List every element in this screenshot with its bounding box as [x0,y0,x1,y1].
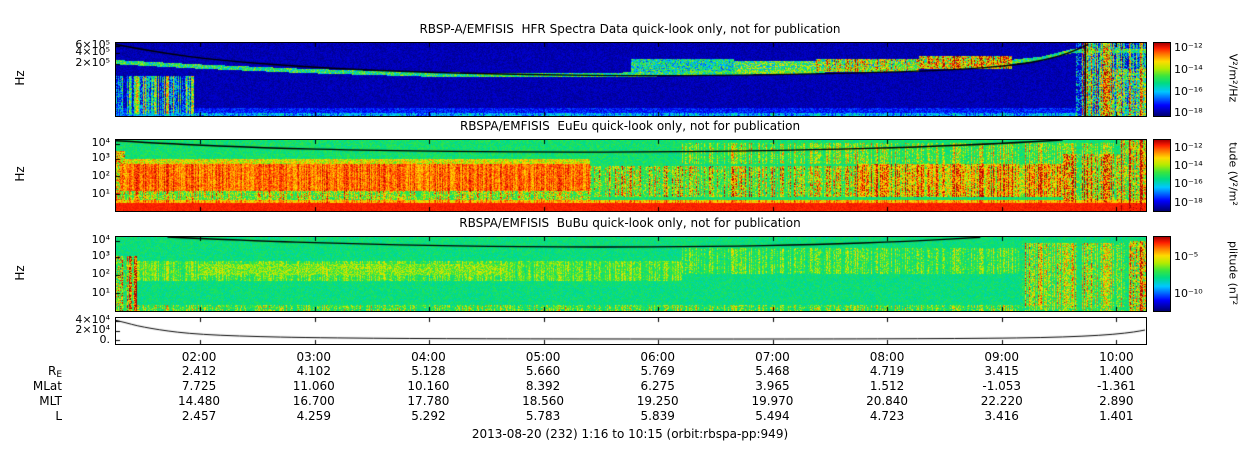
time-tick-label: 05:00 [525,350,561,364]
hfr-panel-title: RBSP-A/EMFISIS HFR Spectra Data quick-lo… [419,22,841,36]
aux-line-canvas [115,317,1147,345]
figure-caption: 2013-08-20 (232) 1:16 to 10:15 (orbit:rb… [471,427,789,441]
hfr-spectrogram-canvas [115,42,1147,117]
eueu-panel-title: RBSPA/EMFISIS EuEu quick-look only, not … [459,119,801,133]
ephemeris-value: 5.128 [411,364,446,378]
ephemeris-value: 18.560 [522,394,565,408]
colorbar-tick-label: 10⁻¹⁶ [1174,84,1203,98]
time-tick-label: 09:00 [984,350,1020,364]
colorbar-tick-label: 10⁻¹⁴ [1174,158,1203,172]
bubu-colorbar [1153,236,1171,312]
y-tick-label: 10¹ [91,285,110,299]
ephemeris-value: 22.220 [980,394,1023,408]
ephemeris-value: 5.468 [755,364,790,378]
ephemeris-value: 19.970 [751,394,794,408]
ephemeris-value: 4.719 [869,364,905,378]
ephemeris-value: 16.700 [292,394,335,408]
ephemeris-value: 5.660 [525,364,561,378]
hfr-y-axis-unit: Hz [13,70,27,86]
y-tick-label: 10⁴ [91,135,110,149]
colorbar-tick-label: 10⁻¹⁸ [1174,195,1203,209]
ephemeris-value: 10.160 [407,379,450,393]
eueu-y-axis-unit: Hz [13,166,27,182]
y-tick-label: 10¹ [91,186,110,200]
colorbar-tick-label: 10⁻¹⁶ [1174,177,1203,191]
y-tick-label: 2×10⁵ [75,56,110,70]
ephemeris-value: 11.060 [292,379,335,393]
time-tick-label: 08:00 [869,350,905,364]
ephemeris-value: 3.965 [755,379,790,393]
colorbar-tick-label: 10⁻¹⁴ [1174,62,1203,76]
ephemeris-value: 5.839 [640,409,675,423]
time-tick-label: 06:00 [640,350,675,364]
time-tick-label: 04:00 [411,350,446,364]
ephemeris-value: 17.780 [407,394,450,408]
eueu-colorbar [1153,139,1171,212]
ephemeris-row-label: MLat [32,379,62,393]
hfr-colorbar [1153,42,1171,117]
ephemeris-value: 5.292 [411,409,446,423]
ephemeris-value: 14.480 [178,394,221,408]
y-tick-label: 10³ [91,151,110,165]
eueu-colorbar-unit: tude (V²/m² [1226,142,1240,206]
colorbar-tick-label: 10⁻¹⁸ [1174,105,1203,119]
ephemeris-row-label: RE [47,364,62,380]
ephemeris-value: -1.361 [1097,379,1136,393]
ephemeris-value: 4.102 [296,364,331,378]
ephemeris-row-label: MLT [39,394,62,408]
ephemeris-value: 7.725 [181,379,217,393]
ephemeris-row-label: L [55,409,62,423]
y-tick-label: 4×10⁵ [75,45,110,59]
y-tick-label: 10² [91,168,110,182]
ephemeris-value: 2.412 [181,364,217,378]
y-tick-label: 10³ [91,248,110,262]
ephemeris-value: 8.392 [525,379,561,393]
ephemeris-value: 1.400 [1099,364,1134,378]
y-tick-label: 0. [99,333,111,346]
ephemeris-value: 5.494 [755,409,790,423]
y-tick-label: 10⁴ [91,232,110,246]
time-tick-label: 03:00 [296,350,332,364]
ephemeris-value: 2.890 [1099,394,1134,408]
bubu-colorbar-unit: plitude (nT² [1226,240,1240,306]
y-tick-label: 10² [91,267,110,281]
ephemeris-value: 4.723 [869,409,905,423]
bubu-spectrogram-canvas [115,236,1147,312]
time-tick-label: 02:00 [181,350,217,364]
colorbar-tick-label: 10⁻⁵ [1174,249,1199,263]
hfr-colorbar-unit: V²/m²/Hz [1226,53,1240,103]
time-tick-label: 10:00 [1099,350,1134,364]
y-tick-label: 6×10⁵ [75,37,110,51]
eueu-spectrogram-canvas [115,139,1147,212]
ephemeris-value: 3.416 [984,409,1019,423]
colorbar-tick-label: 10⁻¹² [1174,40,1203,54]
ephemeris-value: 4.259 [296,409,331,423]
ephemeris-value: 3.415 [984,364,1019,378]
bubu-y-axis-unit: Hz [13,265,27,281]
ephemeris-value: 20.840 [866,394,909,408]
y-tick-label: 4×10⁴ [75,312,110,326]
ephemeris-value: 6.275 [640,379,675,393]
ephemeris-value: -1.053 [982,379,1022,393]
ephemeris-value: 2.457 [181,409,217,423]
ephemeris-value: 5.769 [640,364,675,378]
ephemeris-value: 5.783 [525,409,561,423]
ephemeris-value: 1.512 [869,379,905,393]
y-tick-label: 2×10⁴ [75,323,110,336]
time-tick-label: 07:00 [755,350,790,364]
colorbar-tick-label: 10⁻¹⁰ [1174,286,1203,300]
ephemeris-value: 19.250 [636,394,679,408]
ephemeris-value: 1.401 [1099,409,1134,423]
bubu-panel-title: RBSPA/EMFISIS BuBu quick-look only, not … [459,216,801,230]
colorbar-tick-label: 10⁻¹² [1174,140,1203,154]
